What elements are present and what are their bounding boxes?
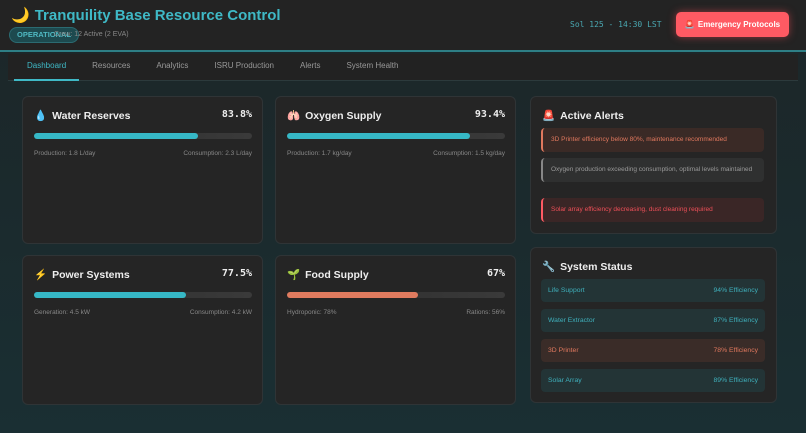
system-efficiency: 94% Efficiency	[713, 287, 758, 294]
production-rate: Production: 1.7 kg/day	[287, 150, 352, 157]
system-row: Solar Array 89% Efficiency	[541, 369, 765, 392]
system-name: Life Support	[548, 287, 585, 294]
production-rate: Hydroponic: 78%	[287, 309, 337, 316]
card-title: Water Reserves	[52, 109, 131, 122]
wrench-icon: 🔧	[542, 261, 556, 273]
sol-time: Sol 125 - 14:30 LST	[570, 20, 662, 29]
lungs-icon: 🫁	[287, 110, 301, 122]
app-title: 🌙 Tranquility Base Resource Control	[11, 6, 281, 25]
system-name: Water Extractor	[548, 317, 595, 324]
progress-fill	[287, 292, 419, 298]
alert-item: Oxygen production exceeding consumption,…	[541, 158, 764, 182]
system-row: Water Extractor 87% Efficiency	[541, 309, 765, 332]
system-row: Life Support 94% Efficiency	[541, 279, 765, 302]
alert-item: 3D Printer efficiency below 80%, mainten…	[541, 128, 764, 152]
resource-level: 93.4%	[474, 109, 505, 120]
siren-icon: 🚨	[542, 110, 556, 122]
system-efficiency: 89% Efficiency	[713, 377, 758, 384]
siren-icon: 🚨	[684, 20, 695, 29]
progress-fill	[34, 133, 199, 139]
tab-dashboard[interactable]: Dashboard	[14, 54, 80, 81]
progress-bar	[34, 133, 252, 139]
crew-count: Crew: 12 Active (2 EVA)	[54, 31, 129, 38]
tab-system-health[interactable]: System Health	[346, 61, 399, 70]
panel-title: Active Alerts	[560, 109, 624, 122]
panel-title: System Status	[560, 260, 633, 273]
resource-card: ⚡ Power Systems 77.5% Generation: 4.5 kW …	[22, 255, 263, 405]
header: 🌙 Tranquility Base Resource Control OPERA…	[0, 0, 806, 52]
system-name: 3D Printer	[548, 347, 579, 354]
alert-item: Solar array efficiency decreasing, dust …	[541, 198, 764, 222]
system-efficiency: 78% Efficiency	[713, 347, 758, 354]
active-alerts-panel: 🚨 Active Alerts 3D Printer efficiency bel…	[530, 96, 777, 234]
tab-alerts[interactable]: Alerts	[300, 61, 321, 70]
consumption-rate: Consumption: 4.2 kW	[189, 309, 252, 316]
emergency-protocols-button[interactable]: 🚨 Emergency Protocols	[676, 12, 789, 37]
progress-bar	[287, 133, 505, 139]
progress-fill	[287, 133, 471, 139]
progress-fill	[34, 292, 187, 298]
seedling-icon: 🌱	[287, 269, 301, 281]
tab-analytics[interactable]: Analytics	[156, 61, 189, 70]
resource-level: 77.5%	[221, 268, 252, 279]
tab-isru-production[interactable]: ISRU Production	[214, 61, 274, 70]
card-title: Food Supply	[305, 268, 369, 281]
system-name: Solar Array	[548, 377, 582, 384]
resource-level: 83.8%	[221, 109, 252, 120]
tab-resources[interactable]: Resources	[92, 61, 131, 70]
resource-card: 💧 Water Reserves 83.8% Production: 1.8 L/…	[22, 96, 263, 244]
card-title: Oxygen Supply	[305, 109, 382, 122]
card-title: Power Systems	[52, 268, 130, 281]
consumption-rate: Consumption: 2.3 L/day	[183, 150, 252, 157]
consumption-rate: Rations: 56%	[466, 309, 505, 316]
status-badge: OPERATIONAL	[9, 27, 80, 43]
nav-tabs: Dashboard Resources Analytics ISRU Producti…	[8, 54, 798, 81]
resource-level: 67%	[486, 268, 505, 279]
resource-card: 🌱 Food Supply 67% Hydroponic: 78% Rations…	[275, 255, 516, 405]
system-efficiency: 87% Efficiency	[713, 317, 758, 324]
consumption-rate: Consumption: 1.5 kg/day	[433, 150, 505, 157]
production-rate: Production: 1.8 L/day	[34, 150, 96, 157]
moon-icon: 🌙	[11, 7, 30, 24]
system-status-panel: 🔧 System Status Life Support 94% Efficienc…	[530, 247, 777, 403]
system-row: 3D Printer 78% Efficiency	[541, 339, 765, 362]
droplet-icon: 💧	[34, 110, 48, 122]
production-rate: Generation: 4.5 kW	[34, 309, 90, 316]
progress-bar	[287, 292, 505, 298]
resource-card: 🫁 Oxygen Supply 93.4% Production: 1.7 kg/…	[275, 96, 516, 244]
progress-bar	[34, 292, 252, 298]
lightning-icon: ⚡	[34, 269, 48, 281]
